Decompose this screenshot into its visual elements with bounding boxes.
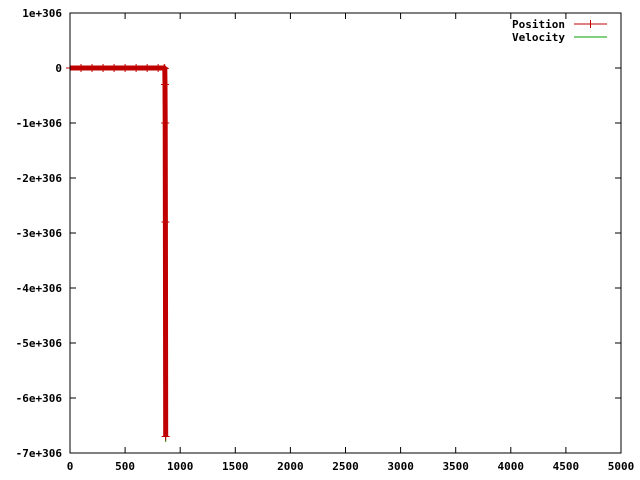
legend-label-velocity: Velocity bbox=[512, 31, 565, 44]
data-point bbox=[99, 64, 108, 72]
x-tick-label: 2000 bbox=[277, 460, 304, 473]
x-tick-label: 3500 bbox=[442, 460, 469, 473]
data-point bbox=[161, 218, 170, 226]
x-tick-label: 4000 bbox=[498, 460, 525, 473]
x-tick-label: 2500 bbox=[332, 460, 359, 473]
y-tick-label: -6e+306 bbox=[16, 392, 63, 405]
x-tick-label: 1000 bbox=[167, 460, 194, 473]
ticks-layer: 0 500 1000 1500 2000 2500 3000 3500 4000 4500 5000… bbox=[16, 7, 635, 473]
data-point bbox=[88, 64, 97, 72]
y-tick-label: -7e+306 bbox=[16, 447, 63, 460]
legend-label-position: Position bbox=[512, 18, 565, 31]
data-point bbox=[132, 64, 141, 72]
data-point bbox=[160, 64, 169, 72]
data-point bbox=[110, 64, 119, 72]
series-line-position bbox=[70, 65, 169, 437]
data-point bbox=[161, 432, 170, 441]
series-line-velocity bbox=[70, 67, 167, 443]
data-point bbox=[121, 64, 130, 72]
x-tick-label: 4500 bbox=[553, 460, 580, 473]
x-tick-label: 3000 bbox=[387, 460, 414, 473]
legend: Position Velocity bbox=[512, 18, 607, 44]
y-tick-label: -2e+306 bbox=[16, 172, 63, 185]
y-tick-label: 1e+306 bbox=[22, 7, 62, 20]
y-tick-label: -5e+306 bbox=[16, 337, 63, 350]
data-point bbox=[143, 64, 152, 72]
x-tick-label: 5000 bbox=[608, 460, 635, 473]
data-point bbox=[160, 64, 169, 73]
x-tick-label: 1500 bbox=[222, 460, 249, 473]
x-tick-label: 0 bbox=[67, 460, 74, 473]
plot-frame bbox=[69, 12, 622, 454]
data-point bbox=[77, 64, 86, 72]
y-tick-label: -4e+306 bbox=[16, 282, 63, 295]
legend-swatch-position bbox=[574, 20, 607, 28]
y-tick-label: 0 bbox=[55, 62, 62, 75]
data-point bbox=[160, 80, 169, 89]
series-layer bbox=[66, 64, 170, 443]
x-tick-label: 500 bbox=[115, 460, 135, 473]
y-tick-label: -1e+306 bbox=[16, 117, 63, 130]
y-tick-label: -3e+306 bbox=[16, 227, 63, 240]
data-point bbox=[161, 119, 170, 127]
